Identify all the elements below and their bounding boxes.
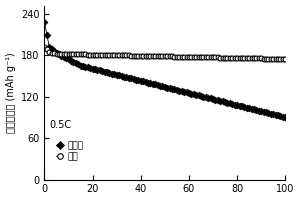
- 包覆: [187, 56, 191, 58]
- 包覆: [223, 56, 227, 59]
- 包覆: [59, 53, 63, 55]
- Y-axis label: 放电比容量 (mAh g⁻¹): 放电比容量 (mAh g⁻¹): [6, 52, 16, 133]
- 包覆: [153, 55, 157, 57]
- 未包覆: [59, 54, 63, 57]
- 未包覆: [223, 101, 227, 103]
- 包覆: [43, 46, 46, 48]
- 未包覆: [103, 71, 106, 73]
- Line: 未包覆: 未包覆: [42, 20, 288, 120]
- 包覆: [103, 54, 106, 56]
- 未包覆: [187, 92, 191, 94]
- Line: 包覆: 包覆: [42, 45, 288, 61]
- Text: 0.5C: 0.5C: [49, 120, 71, 130]
- 包覆: [211, 56, 215, 59]
- 包覆: [284, 58, 287, 60]
- 未包覆: [153, 83, 157, 86]
- 未包覆: [284, 116, 287, 118]
- 未包覆: [211, 98, 215, 100]
- 未包覆: [43, 21, 46, 23]
- Legend: 未包覆, 包覆: 未包覆, 包覆: [56, 141, 83, 161]
